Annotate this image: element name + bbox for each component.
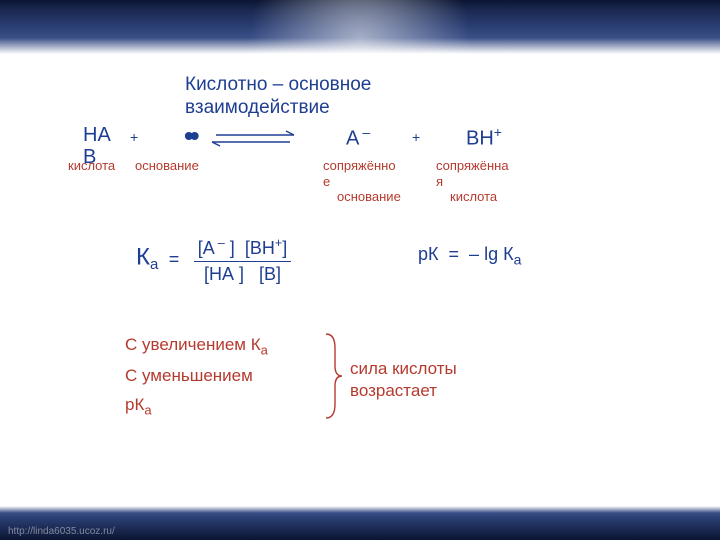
- ka-fraction: [А– ] [ВН+] [НА ] [В]: [194, 236, 291, 285]
- header-band: [0, 0, 720, 54]
- ka-formula: Ка = [А– ] [ВН+] [НА ] [В]: [136, 236, 291, 285]
- colon-dots: ••: [184, 120, 196, 152]
- bh-sup: +: [494, 124, 502, 140]
- stmt-line-1: С увеличением Ка: [125, 334, 268, 359]
- ka-sub: а: [150, 256, 158, 273]
- label-acid: кислота: [68, 158, 115, 174]
- stmt-line-2: С уменьшением: [125, 365, 268, 388]
- bh-base: ВН: [466, 128, 494, 150]
- term-ha: НА: [83, 124, 111, 147]
- term-bh-plus: ВН+: [466, 124, 502, 151]
- ka-denominator: [НА ] [В]: [194, 261, 291, 285]
- plus-1: +: [130, 129, 138, 145]
- ka-k: К: [136, 244, 150, 271]
- pk-sub: а: [514, 252, 522, 268]
- label-conj-base: сопряжённо е основание: [323, 158, 433, 205]
- pk-minus: –: [469, 244, 479, 264]
- ka-numerator: [А– ] [ВН+]: [194, 236, 291, 261]
- pk-lg: lg: [484, 244, 498, 264]
- title-line-1: Кислотно – основное: [185, 74, 371, 95]
- a-minus-base: А: [346, 128, 359, 150]
- conclusion-text: сила кислоты возрастает: [350, 358, 457, 402]
- title-line-2: взаимодействие: [185, 97, 330, 118]
- plus-2: +: [412, 129, 420, 145]
- ka-eq: =: [163, 249, 186, 269]
- pk-formula: рК = – lg Ка: [418, 244, 521, 268]
- term-a-minus: А–: [346, 124, 370, 151]
- pk-eq: =: [449, 244, 460, 264]
- pk-label: рК: [418, 244, 439, 264]
- pk-k: К: [503, 244, 514, 264]
- stmt-line-3: рКа: [125, 394, 268, 419]
- a-minus-sup: –: [359, 124, 370, 140]
- curly-brace-icon: [322, 332, 344, 420]
- bottom-statements: С увеличением Ка С уменьшением рКа: [125, 334, 268, 419]
- watermark-text: http://linda6035.ucoz.ru/: [8, 526, 115, 537]
- label-base: основание: [135, 158, 199, 174]
- label-conj-acid: сопряжённа я кислота: [436, 158, 546, 205]
- equilibrium-arrow-icon: [208, 130, 298, 150]
- slide-title: Кислотно – основное взаимодействие: [185, 74, 371, 120]
